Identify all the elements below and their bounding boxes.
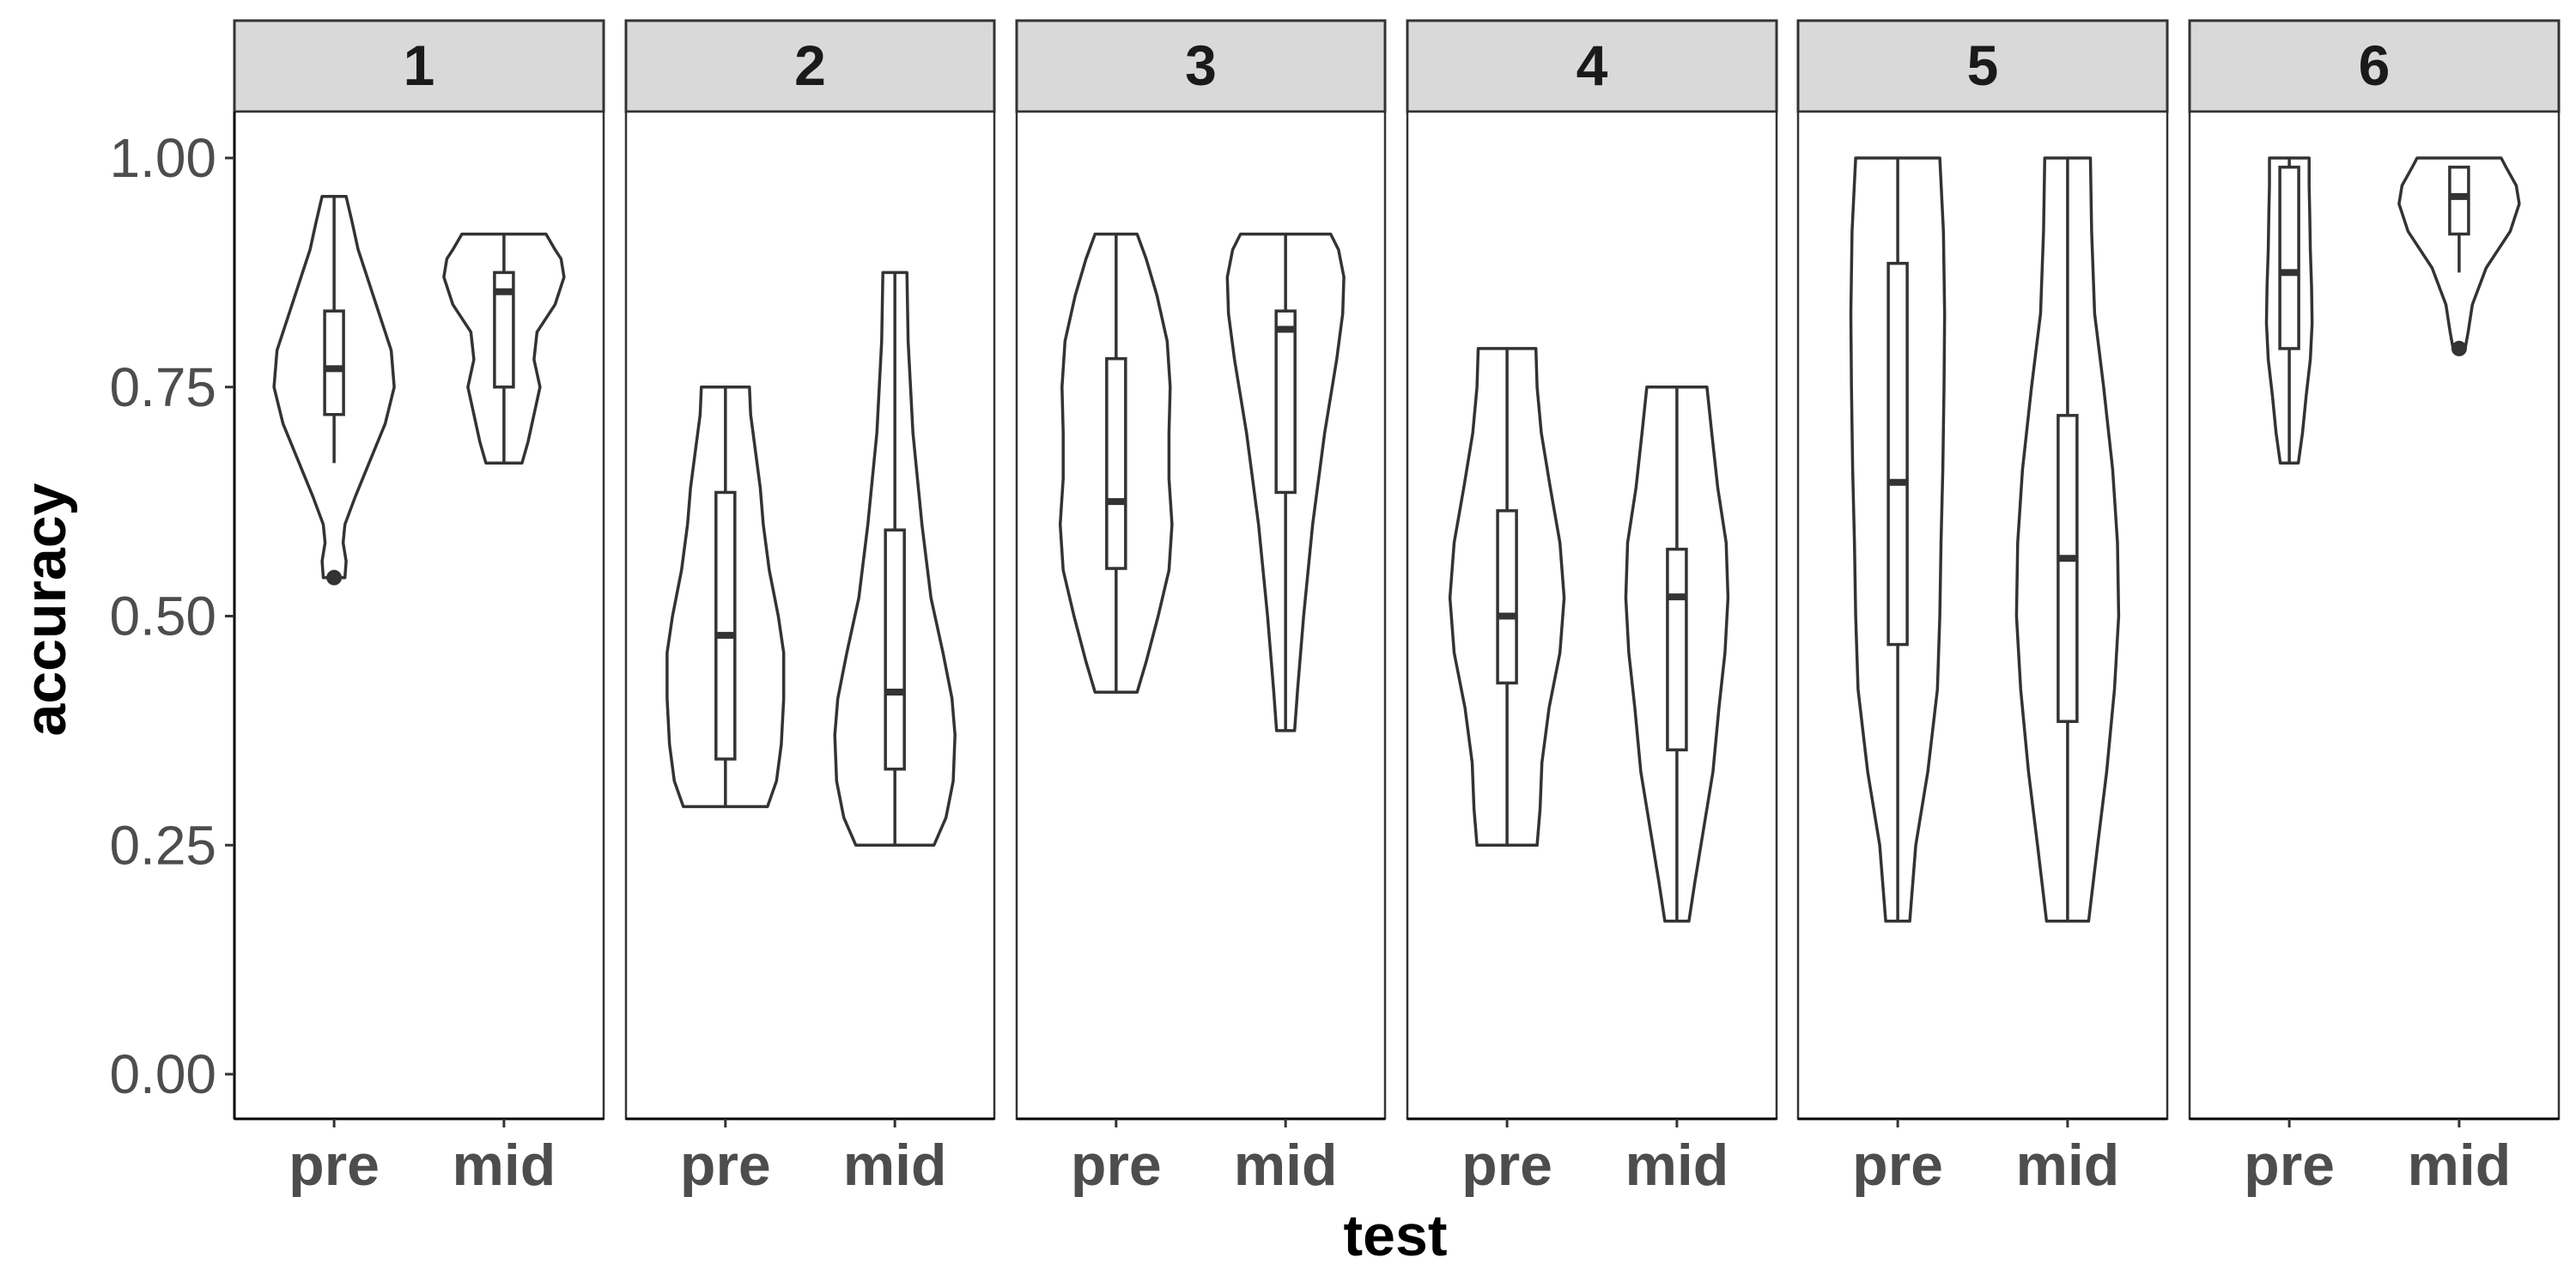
violin-group-pre (2264, 156, 2314, 465)
x-tick-label: pre (680, 1133, 771, 1198)
iqr-box (1105, 356, 1127, 570)
iqr-box (884, 528, 906, 771)
panel-background (2188, 110, 2561, 1121)
x-tick-label: mid (1625, 1133, 1728, 1198)
facet-strip (1406, 19, 1778, 113)
violin-group-pre (1448, 347, 1566, 848)
violin-group-mid (2397, 156, 2521, 356)
violin-group-pre (1849, 156, 1947, 923)
facet-strip-label: 5 (1967, 33, 1999, 97)
iqr-box (323, 309, 345, 416)
violin-group-mid (1624, 386, 1730, 923)
facet-panel-3: 3 pre mid (1015, 19, 1387, 1198)
y-tick-label: 0.25 (109, 814, 216, 876)
y-axis: 0.00 0.25 0.50 0.75 1.00 (109, 112, 236, 1119)
x-tick-label: pre (1461, 1133, 1552, 1198)
facet-strip-label: 3 (1185, 33, 1217, 97)
facet-strip-label: 6 (2359, 33, 2391, 97)
facet-panel-2: 2 pre mid (624, 19, 996, 1198)
y-axis-title: accuracy (13, 483, 78, 736)
facet-strip (1015, 19, 1387, 113)
facet-panel-5: 5 pre mid (1796, 19, 2169, 1198)
iqr-box (1886, 261, 1909, 647)
facet-strip-label: 2 (794, 33, 826, 97)
x-tick-label: mid (1234, 1133, 1338, 1198)
violin-group-pre (665, 386, 786, 809)
iqr-box (493, 270, 515, 389)
outlier-point (326, 569, 343, 586)
y-tick-label: 1.00 (109, 127, 216, 189)
x-tick-label: pre (289, 1133, 380, 1198)
facet-strip (624, 19, 996, 113)
x-tick-label: mid (2015, 1133, 2119, 1198)
violin-group-pre (272, 195, 396, 586)
iqr-box (2278, 165, 2300, 350)
outlier-point (2451, 340, 2467, 356)
x-tick-label: mid (452, 1133, 556, 1198)
facet-strip-label: 4 (1577, 33, 1608, 97)
y-tick-label: 0.50 (109, 586, 216, 647)
x-tick-label: pre (1852, 1133, 1943, 1198)
facet-panel-1: 1 pre mid (233, 19, 605, 1198)
y-tick-label: 0.75 (109, 356, 216, 418)
violin-group-mid (2014, 156, 2121, 923)
facet-panel-6: 6 pre mid (2188, 19, 2561, 1198)
iqr-box (1666, 547, 1688, 752)
facet-strip (233, 19, 605, 113)
violin-group-mid (833, 270, 957, 848)
violin-group-mid (442, 232, 566, 465)
facet-panels: 1 pre mid 2 pre mid 3 pre mid 4 pre mid 5 pre mid 6 pre m… (233, 19, 2561, 1198)
iqr-box (714, 490, 737, 761)
y-tick-label: 0.00 (109, 1043, 216, 1105)
facet-panel-4: 4 pre mid (1406, 19, 1778, 1198)
violin-group-pre (1058, 232, 1174, 694)
iqr-box (1274, 309, 1297, 495)
iqr-box (2057, 414, 2079, 723)
x-tick-label: pre (2244, 1133, 2335, 1198)
x-axis-title: test (1344, 1203, 1448, 1268)
x-tick-label: pre (1071, 1133, 1162, 1198)
x-tick-label: mid (2407, 1133, 2511, 1198)
facet-strip-label: 1 (404, 33, 435, 97)
iqr-box (1496, 509, 1518, 685)
iqr-box (2448, 165, 2470, 236)
violin-group-mid (1225, 232, 1346, 732)
x-tick-label: mid (843, 1133, 947, 1198)
facet-strip (1796, 19, 2169, 113)
